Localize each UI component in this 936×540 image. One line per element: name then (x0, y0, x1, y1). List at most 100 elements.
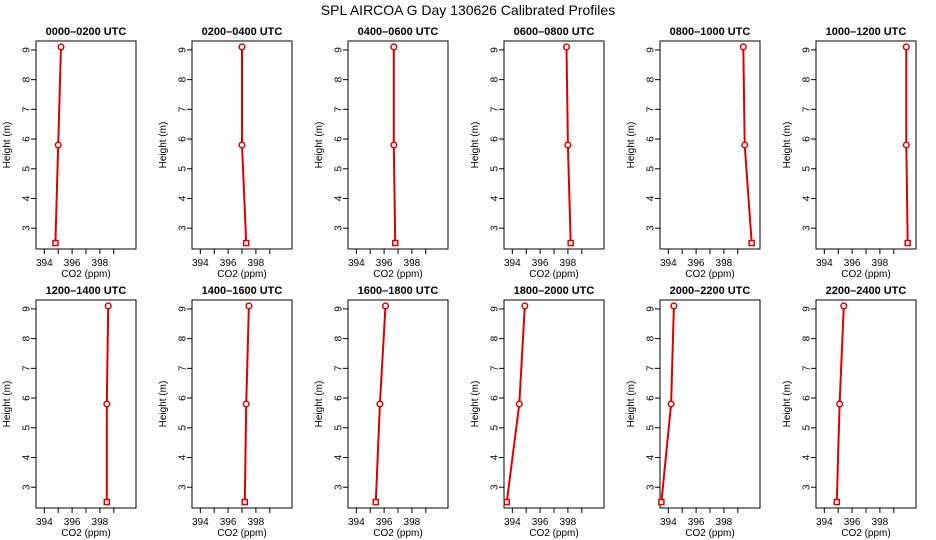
y-tick-label: 8 (178, 335, 189, 341)
x-tick-label: 396 (64, 517, 81, 528)
y-tick-label: 4 (802, 454, 813, 460)
y-tick-label: 8 (646, 76, 657, 82)
y-tick-label: 3 (490, 484, 501, 490)
data-point-lowest (103, 498, 111, 506)
x-tick-label: 396 (64, 258, 81, 269)
data-point (376, 400, 384, 408)
panel-title: 2200–2400 UTC (826, 285, 907, 297)
data-point-lowest (242, 239, 250, 247)
x-axis-label: CO2 (ppm) (841, 269, 890, 280)
x-tick-label: 396 (688, 517, 705, 528)
y-axis-label: Height (m) (626, 381, 637, 428)
y-tick-label: 9 (490, 306, 501, 312)
x-tick-label: 398 (560, 258, 577, 269)
y-tick-label: 4 (490, 195, 501, 201)
x-tick-label: 394 (348, 258, 365, 269)
plot-frame (503, 40, 605, 250)
y-tick-label: 3 (490, 225, 501, 231)
data-point (57, 43, 65, 51)
y-tick-label: 5 (22, 425, 33, 431)
data-point (238, 141, 246, 149)
data-point (670, 302, 678, 310)
y-tick-label: 7 (334, 365, 345, 371)
y-tick-label: 6 (334, 395, 345, 401)
y-tick-label: 4 (646, 195, 657, 201)
x-tick-label: 398 (92, 258, 109, 269)
y-tick-label: 4 (490, 454, 501, 460)
y-axis-label: Height (m) (470, 381, 481, 428)
y-tick-label: 4 (22, 454, 33, 460)
x-tick-label: 394 (816, 258, 833, 269)
y-tick-label: 9 (22, 47, 33, 53)
data-point (667, 400, 675, 408)
plot-frame (347, 299, 449, 509)
x-axis-label: CO2 (ppm) (61, 528, 110, 539)
y-tick-label: 7 (178, 106, 189, 112)
panel-title: 1800–2000 UTC (514, 285, 595, 297)
x-tick-label: 394 (192, 258, 209, 269)
x-tick-label: 396 (532, 258, 549, 269)
plot-frame (659, 299, 761, 509)
x-axis-label: CO2 (ppm) (529, 269, 578, 280)
y-tick-label: 7 (802, 106, 813, 112)
y-tick-label: 5 (22, 166, 33, 172)
y-tick-label: 5 (490, 425, 501, 431)
y-tick-label: 5 (802, 166, 813, 172)
x-tick-label: 398 (248, 517, 265, 528)
x-tick-label: 396 (532, 517, 549, 528)
data-point-lowest (748, 239, 755, 247)
x-tick-label: 398 (716, 517, 733, 528)
y-tick-label: 4 (802, 195, 813, 201)
x-axis-label: CO2 (ppm) (841, 528, 890, 539)
data-point (390, 141, 398, 149)
y-tick-label: 3 (334, 225, 345, 231)
x-axis-label: CO2 (ppm) (373, 269, 422, 280)
y-tick-label: 8 (490, 76, 501, 82)
x-axis-label: CO2 (ppm) (61, 269, 110, 280)
y-tick-label: 6 (490, 395, 501, 401)
y-tick-label: 7 (490, 106, 501, 112)
x-tick-label: 394 (36, 258, 53, 269)
y-tick-label: 5 (802, 425, 813, 431)
y-tick-label: 4 (178, 195, 189, 201)
panel-title: 0000–0200 UTC (46, 26, 127, 38)
y-tick-label: 4 (178, 454, 189, 460)
x-tick-label: 396 (376, 258, 393, 269)
data-point (103, 400, 111, 408)
panel-title: 0800–1000 UTC (670, 26, 751, 38)
y-tick-label: 9 (490, 47, 501, 53)
data-point (104, 302, 112, 310)
y-tick-label: 3 (646, 225, 657, 231)
y-tick-label: 3 (802, 225, 813, 231)
y-tick-label: 3 (334, 484, 345, 490)
data-point-lowest (904, 239, 911, 247)
y-axis-label: Height (m) (782, 381, 793, 428)
y-axis-label: Height (m) (2, 381, 13, 428)
y-axis-label: Height (m) (314, 381, 325, 428)
data-point-lowest (567, 239, 574, 247)
y-tick-label: 9 (802, 47, 813, 53)
y-tick-label: 8 (802, 335, 813, 341)
x-axis-label: CO2 (ppm) (685, 269, 734, 280)
y-tick-label: 3 (178, 225, 189, 231)
data-point-lowest (52, 239, 59, 247)
y-axis-label: Height (m) (158, 122, 169, 169)
y-axis-label: Height (m) (782, 122, 793, 169)
y-tick-label: 6 (802, 136, 813, 142)
data-point-lowest (503, 498, 511, 506)
x-tick-label: 396 (220, 517, 237, 528)
y-tick-label: 6 (646, 136, 657, 142)
x-tick-label: 394 (816, 517, 833, 528)
x-tick-label: 394 (504, 517, 521, 528)
data-point-lowest (658, 498, 665, 506)
data-point (54, 141, 62, 149)
plot-frame (815, 299, 917, 509)
plot-frame (35, 299, 137, 509)
y-tick-label: 8 (646, 335, 657, 341)
